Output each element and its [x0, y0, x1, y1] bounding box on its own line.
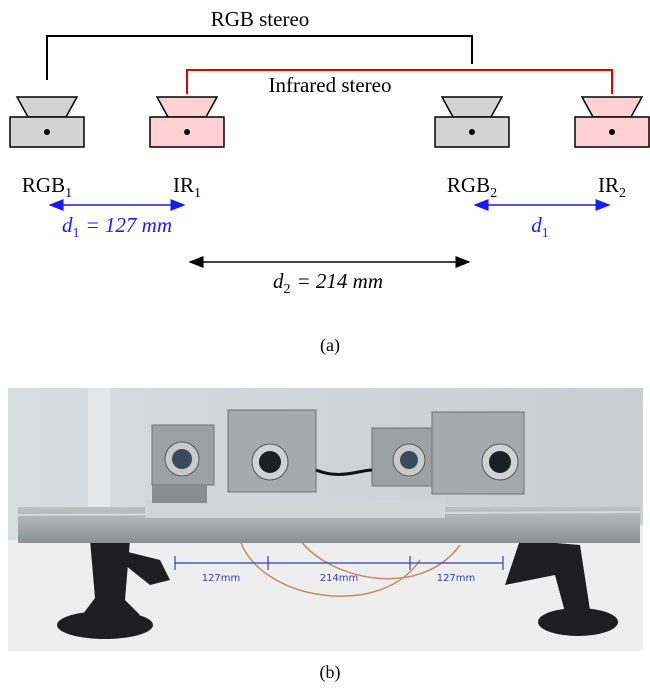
camera-center [184, 129, 190, 135]
camera-lens [157, 97, 217, 117]
photo-b: 127mm 214mm 127mm (b) [8, 388, 643, 683]
camera-name: RGB [22, 173, 65, 197]
camera-label: RGB2 [447, 173, 497, 201]
caption: (b) [320, 662, 341, 683]
distance-label: d1= 127 mm [62, 213, 172, 241]
camera-name: RGB [447, 173, 490, 197]
camera-name: IR [598, 173, 619, 197]
camera-sub: 1 [65, 186, 72, 201]
camera-name: IR [173, 173, 194, 197]
group-label: RGB stereo [211, 7, 310, 31]
caption: (a) [320, 335, 340, 356]
measurement-label: 127mm [202, 573, 241, 584]
camera-center [609, 129, 615, 135]
measurement-label: 214mm [320, 573, 359, 584]
camera-center [44, 129, 50, 135]
group-label: Infrared stereo [268, 73, 391, 97]
measurement-label: 127mm [437, 573, 476, 584]
camera-label: RGB1 [22, 173, 72, 201]
camera-sub: 2 [490, 186, 497, 201]
distance-label: d2= 214 mm [273, 269, 383, 297]
camera-sub: 2 [619, 186, 626, 201]
camera-sub: 1 [194, 186, 201, 201]
page: {"figure":{"a":{"groups":[{"label":"RGB … [0, 0, 650, 688]
distance-label: d1 [531, 213, 549, 241]
camera-label: IR1 [173, 173, 201, 201]
camera-lens [17, 97, 77, 117]
camera-center [469, 129, 475, 135]
camera-lens [582, 97, 642, 117]
figure: RGB stereo Infrared stereo RGB1IR1RGB2IR… [0, 0, 650, 688]
camera-label: IR2 [598, 173, 626, 201]
camera-lens [442, 97, 502, 117]
